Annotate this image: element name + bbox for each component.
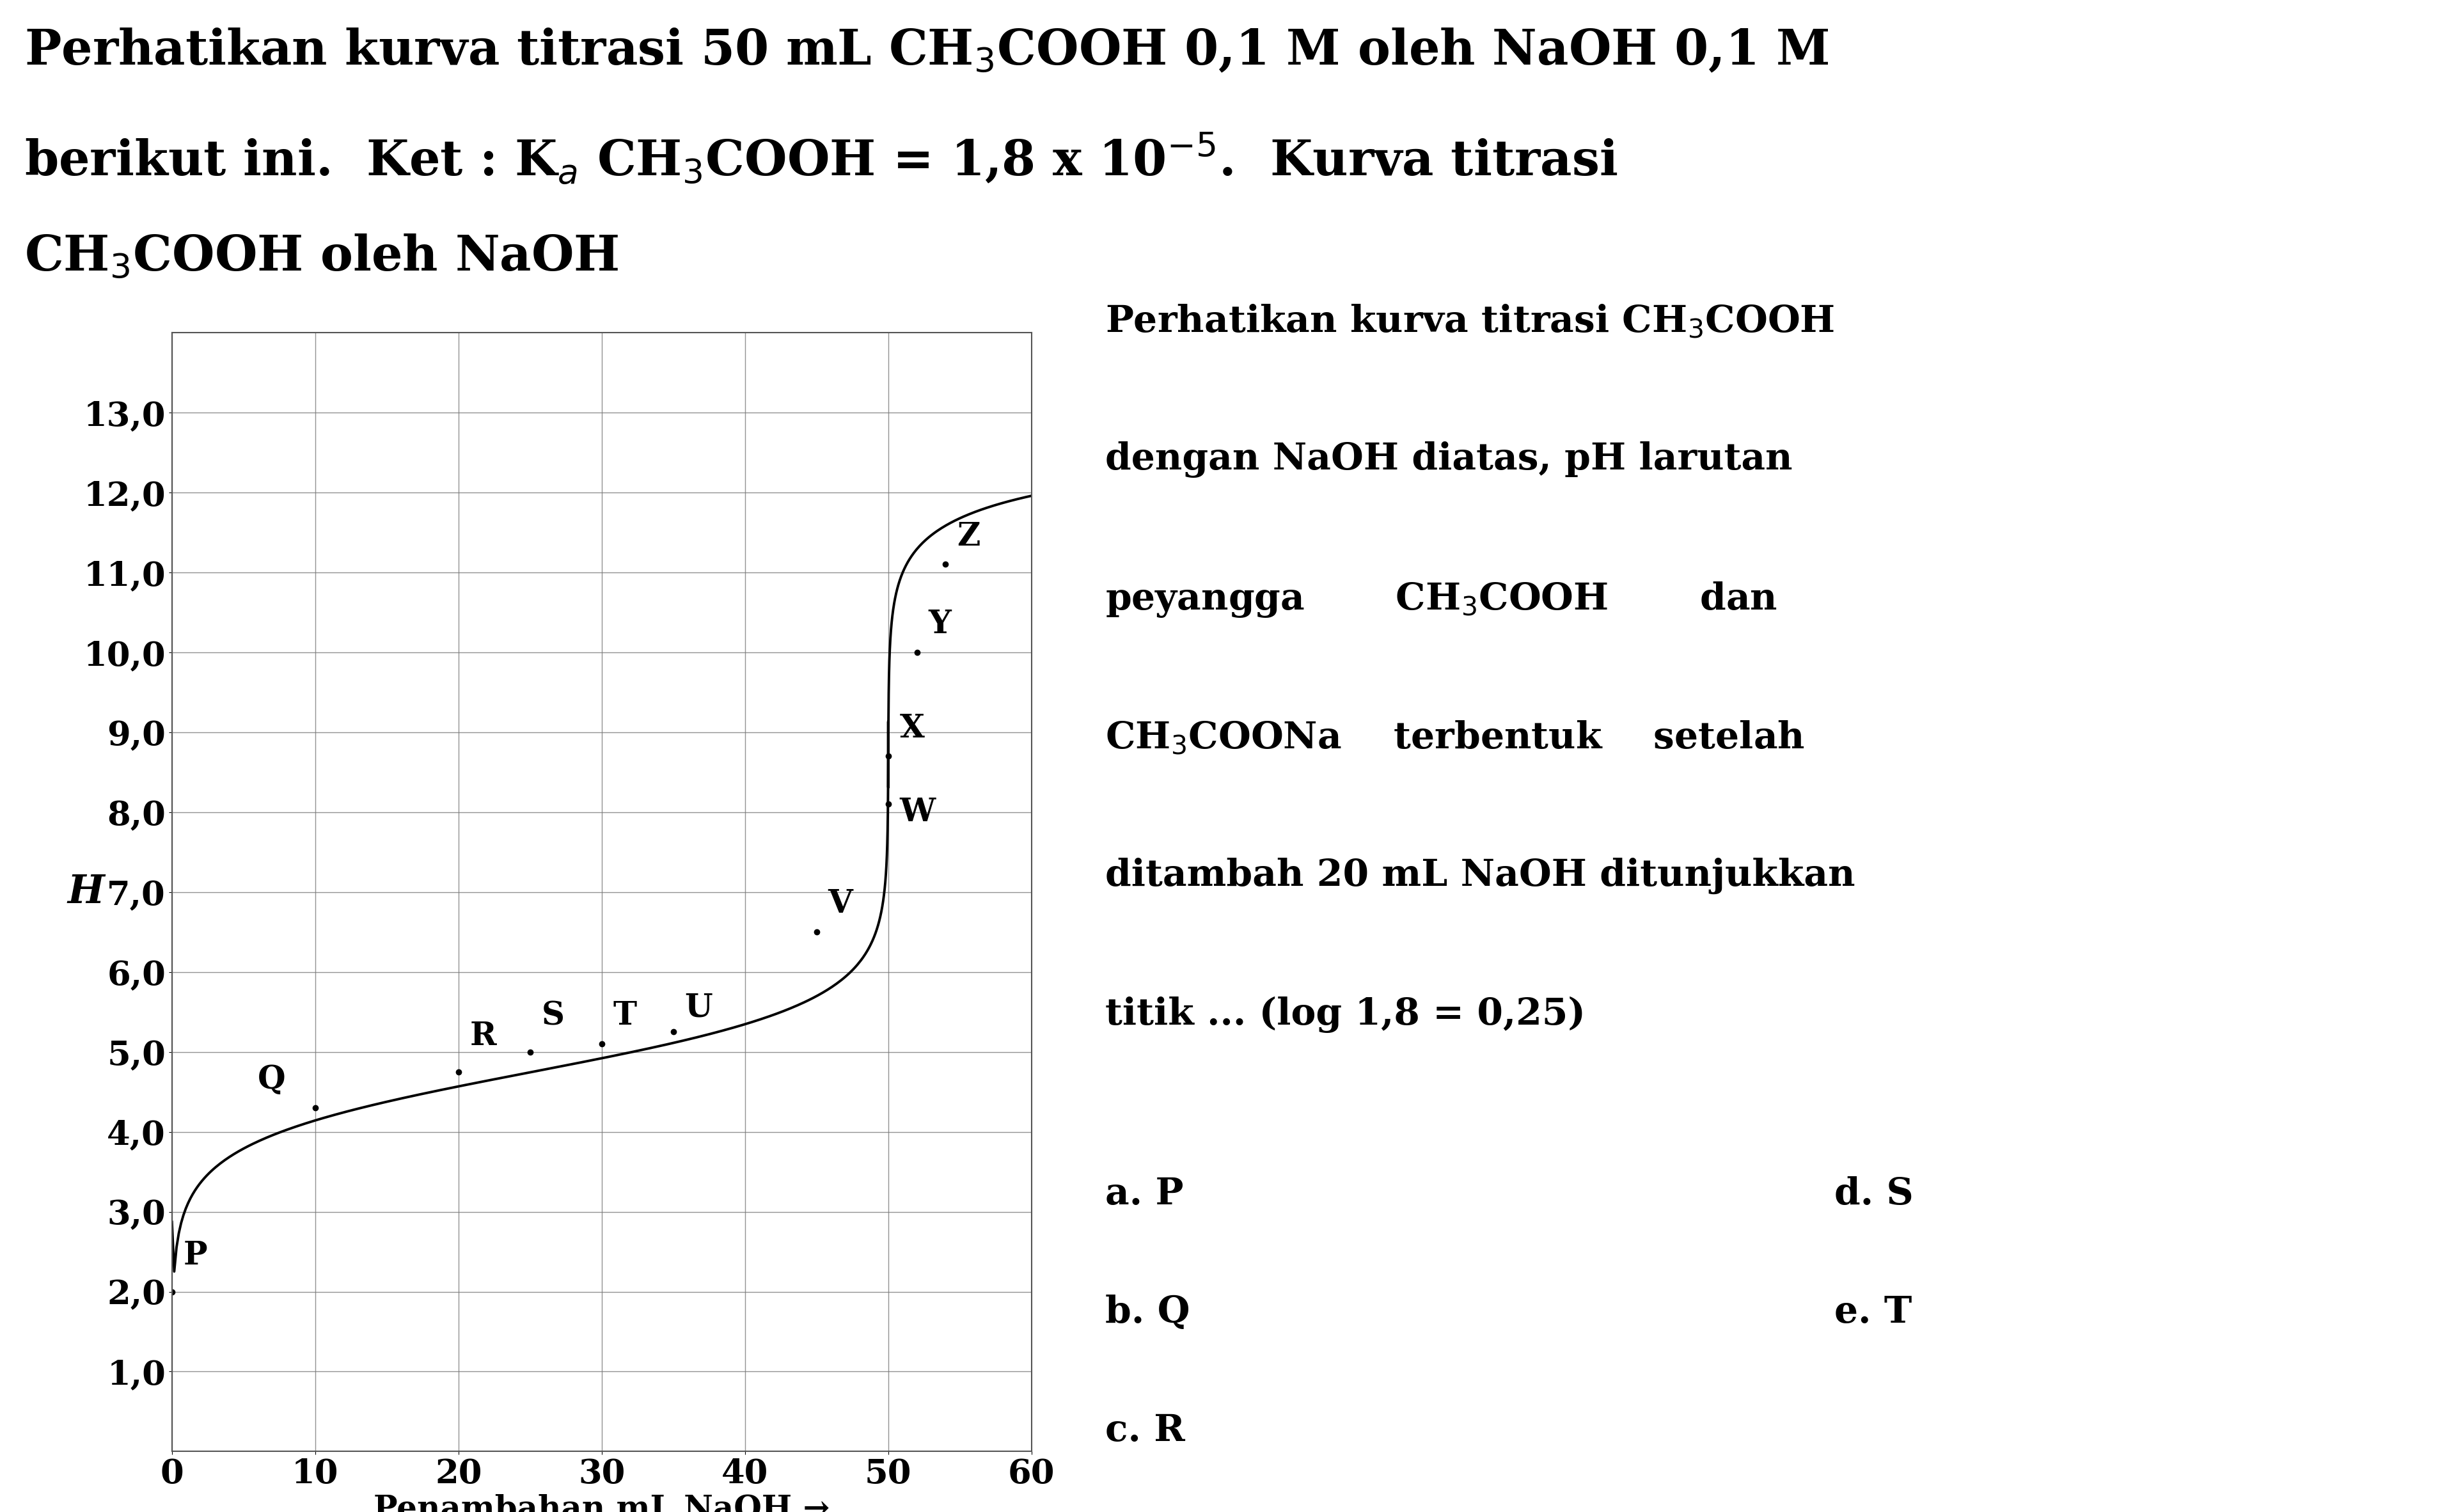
Text: P: P — [184, 1240, 206, 1272]
Text: Perhatikan kurva titrasi 50 mL CH$_3$COOH 0,1 M oleh NaOH 0,1 M: Perhatikan kurva titrasi 50 mL CH$_3$COO… — [25, 27, 1830, 76]
Text: S: S — [540, 1001, 565, 1033]
Text: U: U — [685, 992, 712, 1024]
Text: H: H — [66, 872, 106, 912]
Text: CH$_3$COONa    terbentuk    setelah: CH$_3$COONa terbentuk setelah — [1105, 718, 1805, 756]
Text: e. T: e. T — [1835, 1294, 1913, 1331]
Text: berikut ini.  Ket : K$_a$ CH$_3$COOH = 1,8 x 10$^{-5}$.  Kurva titrasi: berikut ini. Ket : K$_a$ CH$_3$COOH = 1,… — [25, 132, 1619, 186]
Text: ditambah 20 mL NaOH ditunjukkan: ditambah 20 mL NaOH ditunjukkan — [1105, 857, 1854, 894]
Text: titik ... (log 1,8 = 0,25): titik ... (log 1,8 = 0,25) — [1105, 996, 1587, 1033]
Text: CH$_3$COOH oleh NaOH: CH$_3$COOH oleh NaOH — [25, 234, 619, 281]
Text: X: X — [899, 712, 923, 744]
Text: Q: Q — [258, 1064, 285, 1096]
X-axis label: Penambahan mL NaOH →: Penambahan mL NaOH → — [373, 1494, 830, 1512]
Text: V: V — [828, 889, 852, 919]
Text: a. P: a. P — [1105, 1176, 1184, 1213]
Text: b. Q: b. Q — [1105, 1294, 1191, 1331]
Text: R: R — [469, 1021, 496, 1052]
Text: d. S: d. S — [1835, 1176, 1913, 1213]
Text: c. R: c. R — [1105, 1412, 1184, 1448]
Text: dengan NaOH diatas, pH larutan: dengan NaOH diatas, pH larutan — [1105, 442, 1793, 478]
Text: Perhatikan kurva titrasi CH$_3$COOH: Perhatikan kurva titrasi CH$_3$COOH — [1105, 302, 1835, 339]
Text: W: W — [899, 797, 936, 829]
Text: peyangga       CH$_3$COOH       dan: peyangga CH$_3$COOH dan — [1105, 581, 1778, 618]
Text: Z: Z — [958, 522, 980, 552]
Text: Y: Y — [928, 609, 950, 641]
Text: T: T — [614, 1001, 636, 1033]
